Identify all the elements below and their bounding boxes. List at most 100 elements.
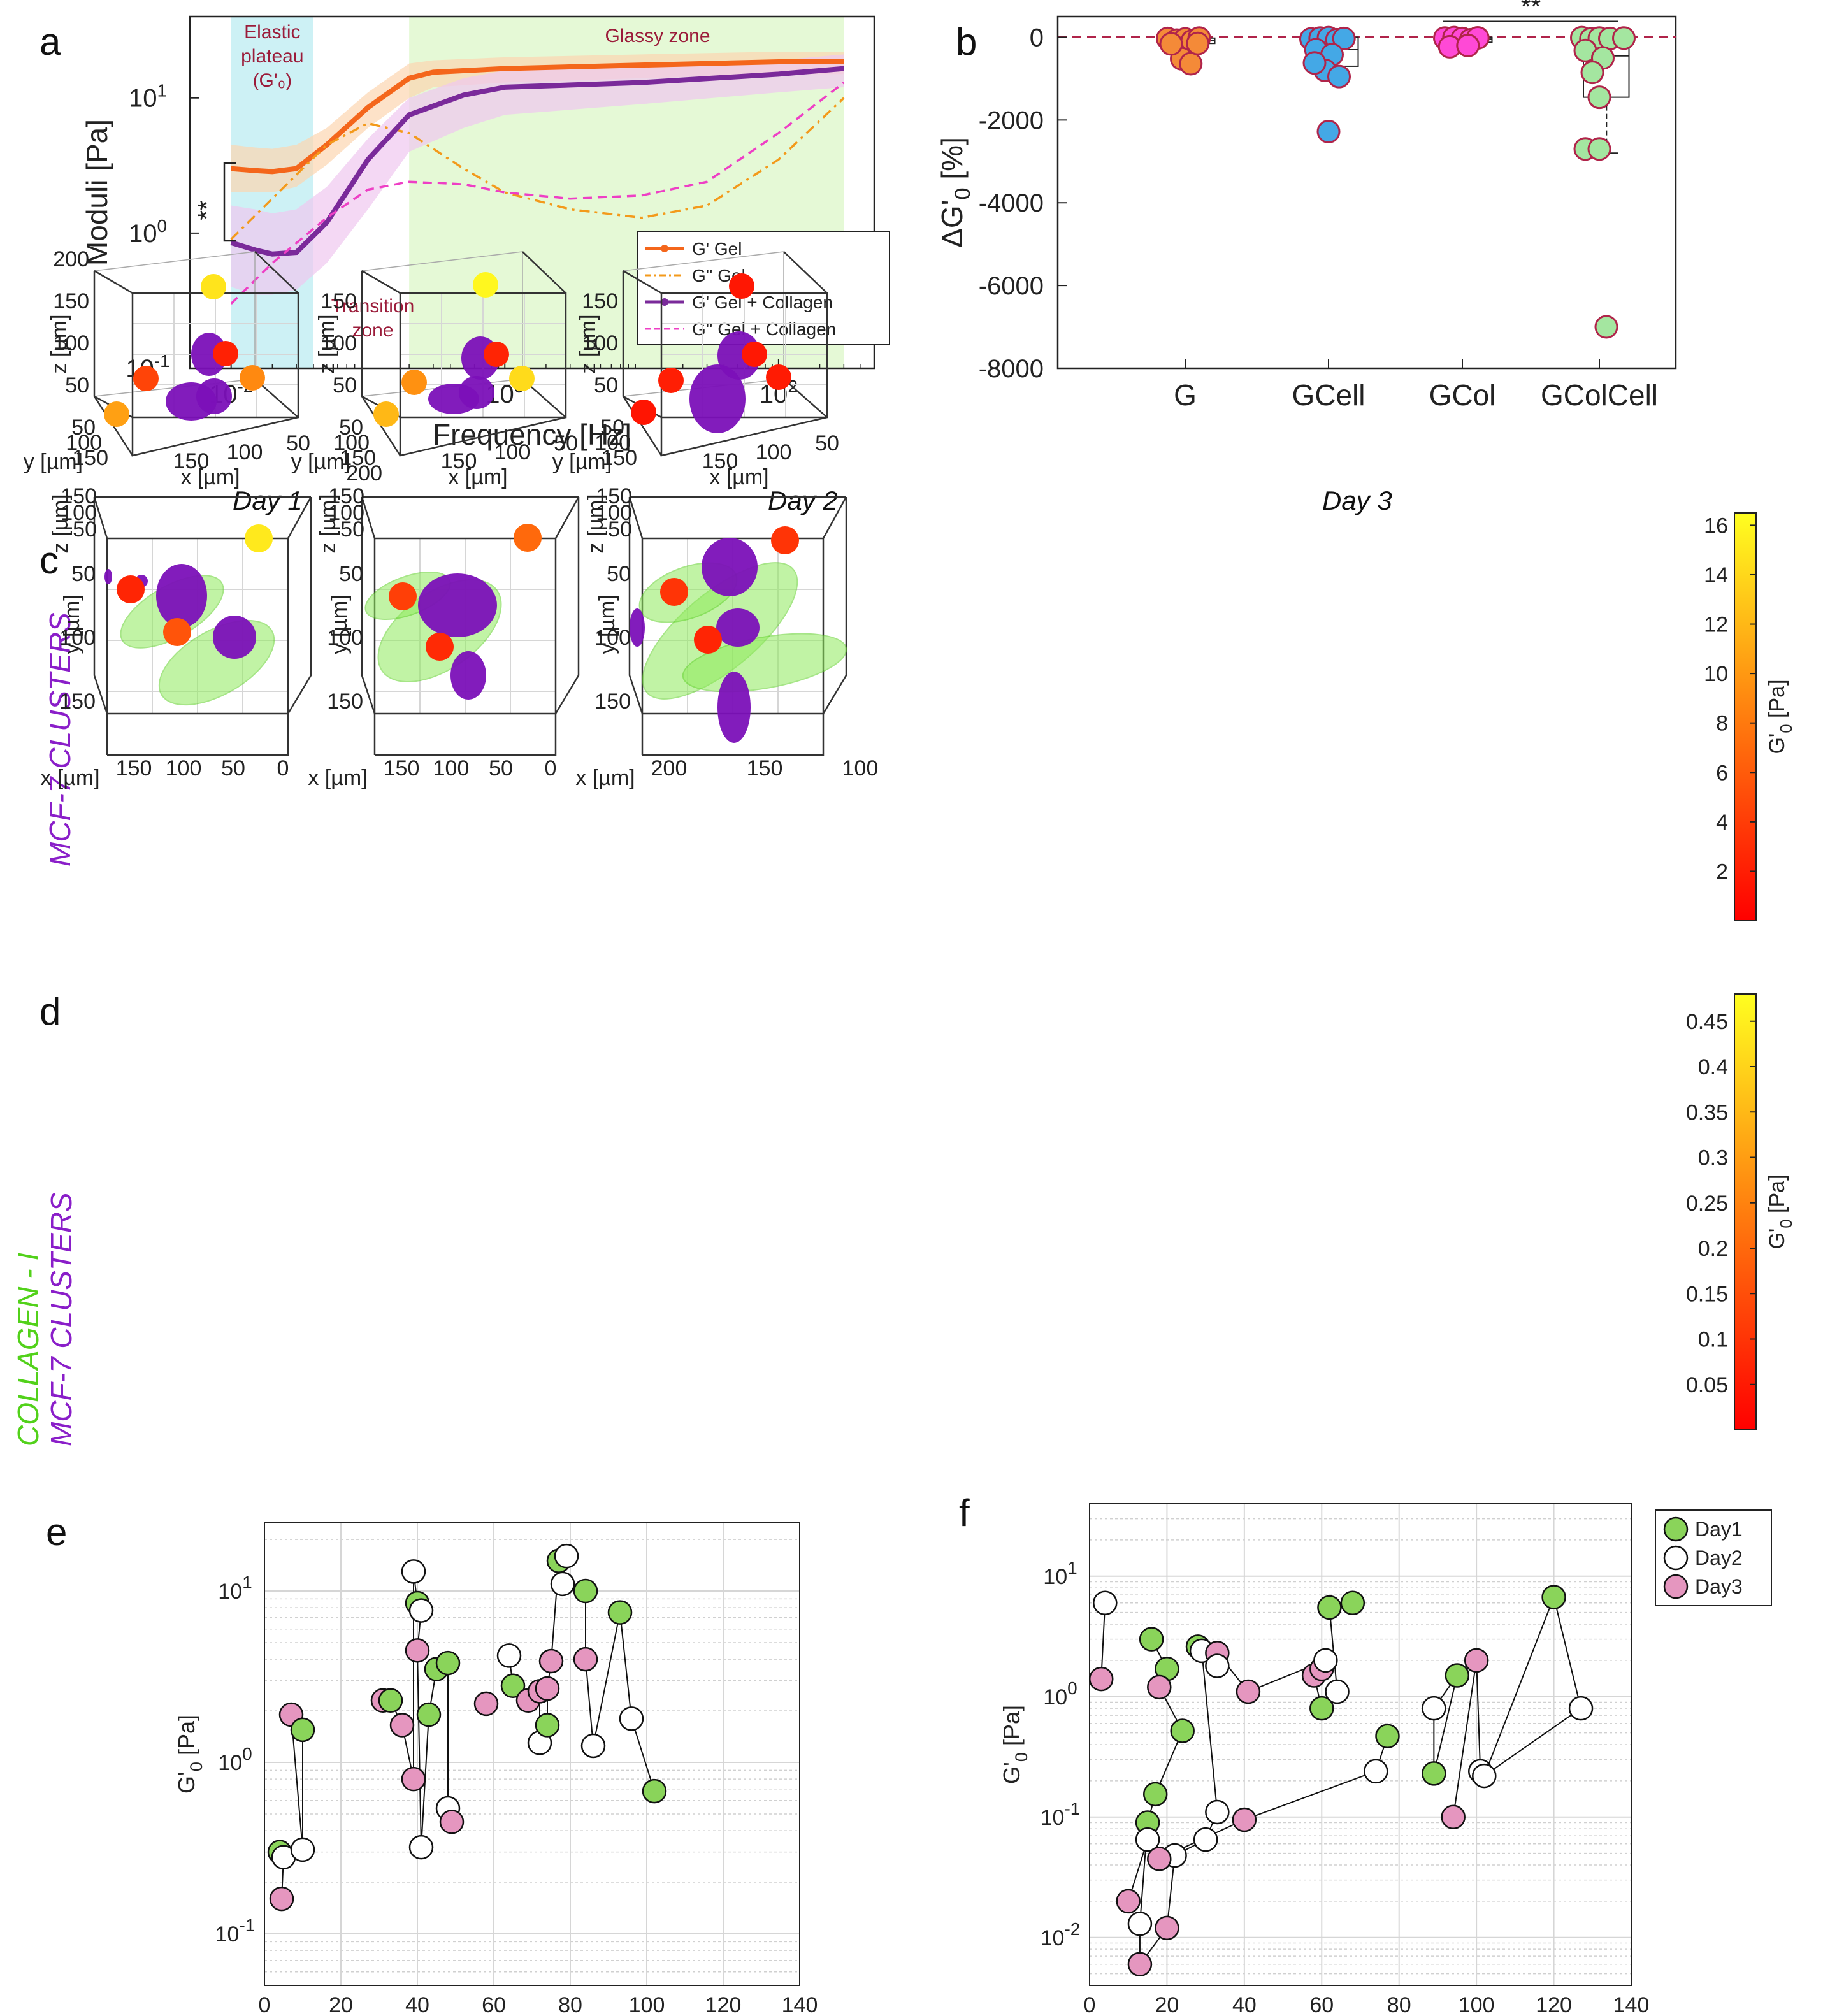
z-tick-label-0: 50 [333,373,357,398]
bead-day2-4 [373,401,399,427]
link-0 [1100,1602,1106,1680]
point-GCol-6 [1456,33,1480,57]
y-axis-label: y [µm] [595,594,619,654]
y-tick-label-3: 200 [346,461,382,486]
x-tick-label-0: 0 [259,1993,271,2016]
x-axis-label: x [µm] [180,465,240,489]
legend-label-2: G' Gel + Collagen [692,292,833,312]
point-GColCell-7 [1580,61,1604,85]
point-40 [1568,1696,1594,1721]
bead-day3-4 [631,400,656,425]
point-2 [1139,1627,1164,1652]
significance-label: ** [193,200,221,220]
point-13 [405,1638,430,1663]
x-tick-label-2: 50 [286,431,310,456]
cell-cluster-5 [716,608,760,647]
point-17 [1170,1718,1195,1743]
bead-day1-0 [245,524,273,552]
point-12 [1313,1648,1338,1673]
link-12 [1201,1650,1218,1813]
cell-cluster-2 [196,378,232,414]
point-20 [473,1691,499,1717]
elastic-zone-label-line-1: plateau [241,46,303,67]
colorbar-c-tick-label-5: 12 [1704,613,1728,637]
colorbar-d-tick-label-0: 0.05 [1686,1373,1728,1397]
x-tick-label-2: 100 [842,756,879,781]
bead-day3-3 [766,364,791,390]
box-edges [628,496,847,756]
glassy-zone-label: Glassy zone [605,25,710,47]
point-7 [378,1688,403,1713]
point-0 [1093,1590,1118,1615]
elastic-zone-label-line-0: Elastic [244,22,300,43]
point-39 [1541,1585,1566,1609]
x-tick-label-2: GCol [1429,378,1496,412]
link-27 [1244,1770,1376,1820]
x-axis-label: x [µm] [308,766,367,790]
x-tick-label-0: 150 [116,756,152,781]
bead-day2-0 [473,272,498,298]
y-axis-label: y [µm] [328,594,352,654]
point-24 [1147,1847,1172,1871]
point-19 [1193,1827,1218,1852]
cell-cluster-3 [450,651,486,700]
plot-frame [1056,15,1677,370]
point-31 [1375,1724,1400,1749]
panel-letter-c: c [40,539,59,582]
legend-marker-1 [1663,1545,1689,1571]
y-tick-label-1: 10-1 [1041,1799,1081,1830]
panel-letter-a: a [40,20,61,63]
y-tick-label-0: 50 [600,415,624,440]
z-tick-label-2: 150 [321,289,357,313]
point-8 [389,1713,415,1738]
x-tick-label-2: 40 [1232,1993,1257,2016]
legend-label-3: G'' Gel + Collagen [692,319,836,339]
point-17 [435,1650,461,1676]
z-tick-label-0: 50 [594,373,618,398]
series-line-3 [230,82,845,305]
panel-letter-d: d [40,990,61,1033]
z-axis-label: z [µm] [316,494,340,553]
legend-label-1: Day2 [1695,1546,1743,1569]
cell-cluster-7 [689,364,746,433]
point-2 [269,1886,294,1912]
y-tick-label-4: -8000 [979,355,1044,383]
y-axis-label: G'0 [Pa] [173,1715,206,1794]
point-5 [290,1837,315,1862]
point-32 [573,1578,598,1604]
point-GCell-4 [1332,26,1356,50]
x-axis-label: x [µm] [40,766,99,790]
point-4 [1147,1674,1172,1700]
panel-letter-b: b [956,20,977,63]
z-tick-label-3: 200 [53,247,89,271]
legend-box [637,231,890,345]
y-tick-label-1: 100 [333,431,370,455]
y-axis-label: y [µm] [291,450,350,474]
z-tick-label-2: 50 [608,517,632,542]
z-tick-label-2: 150 [582,289,618,313]
point-GColCell-4 [1612,26,1636,50]
bead-day1-1 [213,341,238,366]
link-11 [417,1650,422,1848]
y-tick-label-2: 150 [340,446,376,470]
y-tick-label-0: 50 [339,562,363,586]
colorbar-c-tick-label-6: 14 [1704,563,1728,587]
point-28 [1155,1915,1179,1941]
bead-day3-0 [729,273,754,299]
bead-day2-0 [514,524,542,552]
point-34 [1445,1663,1470,1688]
error-band-2 [231,54,844,295]
link-36 [1553,1597,1582,1709]
point-38 [1472,1763,1497,1789]
y-tick-label-1: 100 [594,431,631,455]
bead-day3-1 [742,342,767,367]
point-28 [538,1648,564,1674]
point-GCell-10 [1316,120,1341,144]
y-tick-label-0: 50 [339,415,363,440]
point-21 [1142,1782,1168,1807]
legend-label-0: Day1 [1695,1518,1743,1541]
day-2-title: Day 2 [768,486,838,515]
y-axis-label: ΔG'0 [%] [935,137,975,248]
